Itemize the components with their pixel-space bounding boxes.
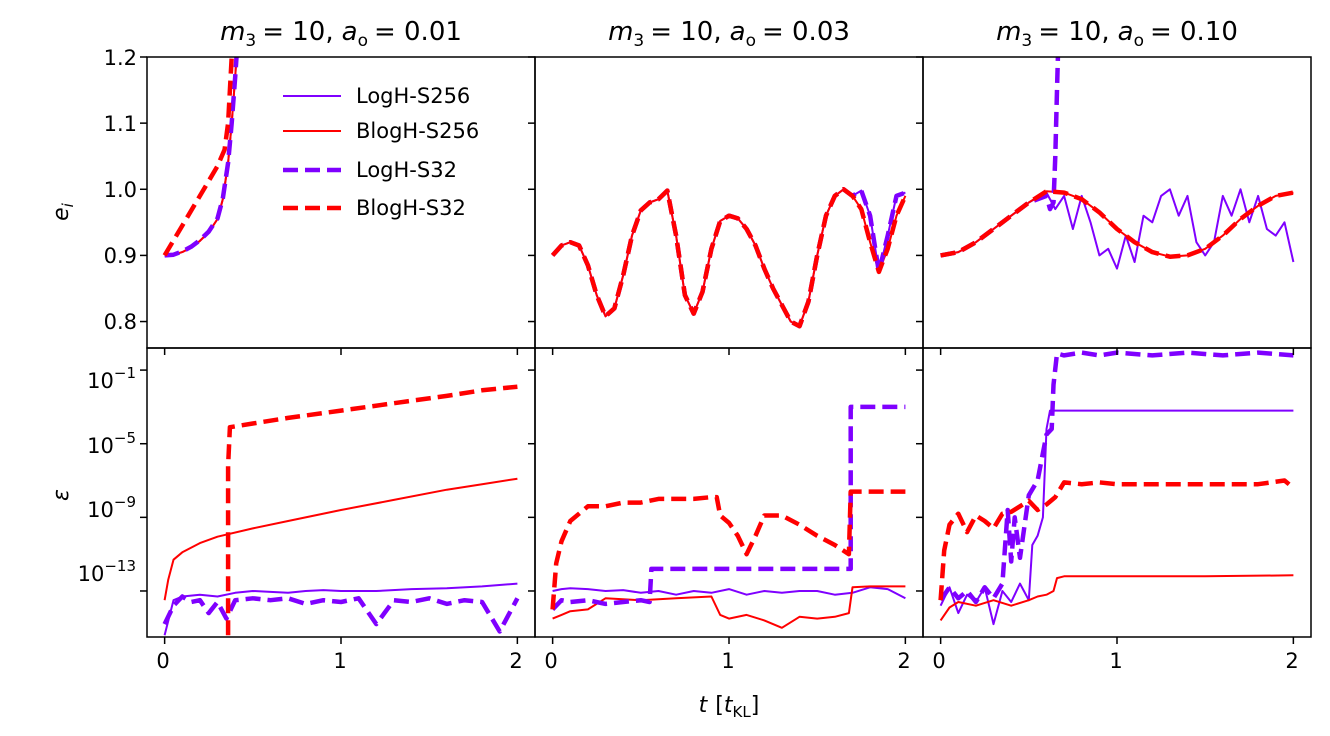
x-tick-label: 1 xyxy=(1109,649,1122,673)
x-tick-label: 1 xyxy=(333,649,346,673)
y-tick-label: 10−13 xyxy=(78,557,136,586)
plot-area-top-right xyxy=(940,57,1295,270)
series-line-blogh-s32 xyxy=(162,57,234,257)
y-tick-label: 1.2 xyxy=(104,46,137,70)
y-tick-labels-top: 0.8 0.9 1.0 1.1 1.2 xyxy=(104,46,137,334)
x-tick-label: 2 xyxy=(1285,649,1298,673)
series-line-blogh-s256 xyxy=(940,190,1294,258)
y-tick-labels-bottom: 10−13 10−9 10−5 10−1 xyxy=(78,364,136,586)
series-line-logh-s256 xyxy=(163,582,518,636)
y-tick-label: 1.1 xyxy=(104,112,137,136)
plot-area-top-middle xyxy=(550,187,908,329)
series-line-logh-s32 xyxy=(938,350,1294,605)
series-line-blogh-s32 xyxy=(940,189,1294,259)
y-tick-label: 10−9 xyxy=(87,493,136,522)
frame-bottom-right xyxy=(922,347,1312,638)
y-axis-label-top: ei xyxy=(49,202,77,221)
series-line-logh-s32 xyxy=(550,404,906,611)
plot-area-bottom-middle xyxy=(550,404,906,629)
y-tick-label: 10−1 xyxy=(87,364,136,393)
frame-top-left xyxy=(146,56,536,349)
frame-top-right xyxy=(922,56,1312,349)
plot-area-bottom-left xyxy=(162,384,520,636)
panel-title-right: m3 = 10, ao = 0.10 xyxy=(996,17,1238,51)
series-line-logh-s32 xyxy=(550,187,907,329)
legend-label: BlogH-S32 xyxy=(356,196,466,220)
series-line-logh-s256 xyxy=(939,409,1294,626)
panel-frames xyxy=(146,56,1312,638)
legend-label: BlogH-S256 xyxy=(356,119,479,143)
y-tick-label: 0.8 xyxy=(104,310,137,334)
plot-area-top-left xyxy=(162,57,239,258)
y-tick-label: 1.0 xyxy=(104,178,137,202)
series-line-blogh-s32 xyxy=(550,187,908,329)
y-tick-label: 0.9 xyxy=(104,244,137,268)
x-axis-label: t [tKL] xyxy=(699,693,760,721)
series-line-blogh-s256 xyxy=(552,585,906,629)
x-tick-label: 2 xyxy=(897,649,910,673)
series-line-logh-s32 xyxy=(162,594,520,634)
x-tick-label: 1 xyxy=(721,649,734,673)
y-axis-label-bottom: ε xyxy=(49,489,74,501)
panel-title-middle: m3 = 10, ao = 0.03 xyxy=(608,17,850,51)
series-line-blogh-s32 xyxy=(550,489,906,610)
legend: LogH-S256 BlogH-S256 LogH-S32 BlogH-S32 xyxy=(283,84,479,220)
x-tick-label: 0 xyxy=(156,649,169,673)
series-line-blogh-s256 xyxy=(939,574,1294,621)
legend-label: LogH-S256 xyxy=(356,84,470,108)
series-line-logh-s256 xyxy=(552,586,906,600)
x-tick-label: 0 xyxy=(932,649,945,673)
series-line-blogh-s32 xyxy=(938,478,1295,601)
x-tick-labels: 0 1 2 0 1 2 0 1 2 xyxy=(156,649,1298,673)
plot-area-bottom-right xyxy=(938,350,1295,626)
series-line-blogh-s256 xyxy=(551,188,907,328)
panel-title-left: m3 = 10, ao = 0.01 xyxy=(220,17,462,51)
axis-ticks xyxy=(140,56,1295,644)
frame-bottom-left xyxy=(146,347,536,638)
x-tick-label: 0 xyxy=(544,649,557,673)
series-line-blogh-s32 xyxy=(225,384,518,636)
series-line-logh-s256 xyxy=(551,188,906,328)
x-tick-label: 2 xyxy=(509,649,522,673)
legend-label: LogH-S32 xyxy=(356,158,457,182)
y-tick-label: 10−5 xyxy=(87,429,136,458)
frame-bottom-middle xyxy=(534,347,924,638)
series-line-blogh-s256 xyxy=(163,477,518,601)
series-line-logh-s32 xyxy=(940,57,1061,258)
